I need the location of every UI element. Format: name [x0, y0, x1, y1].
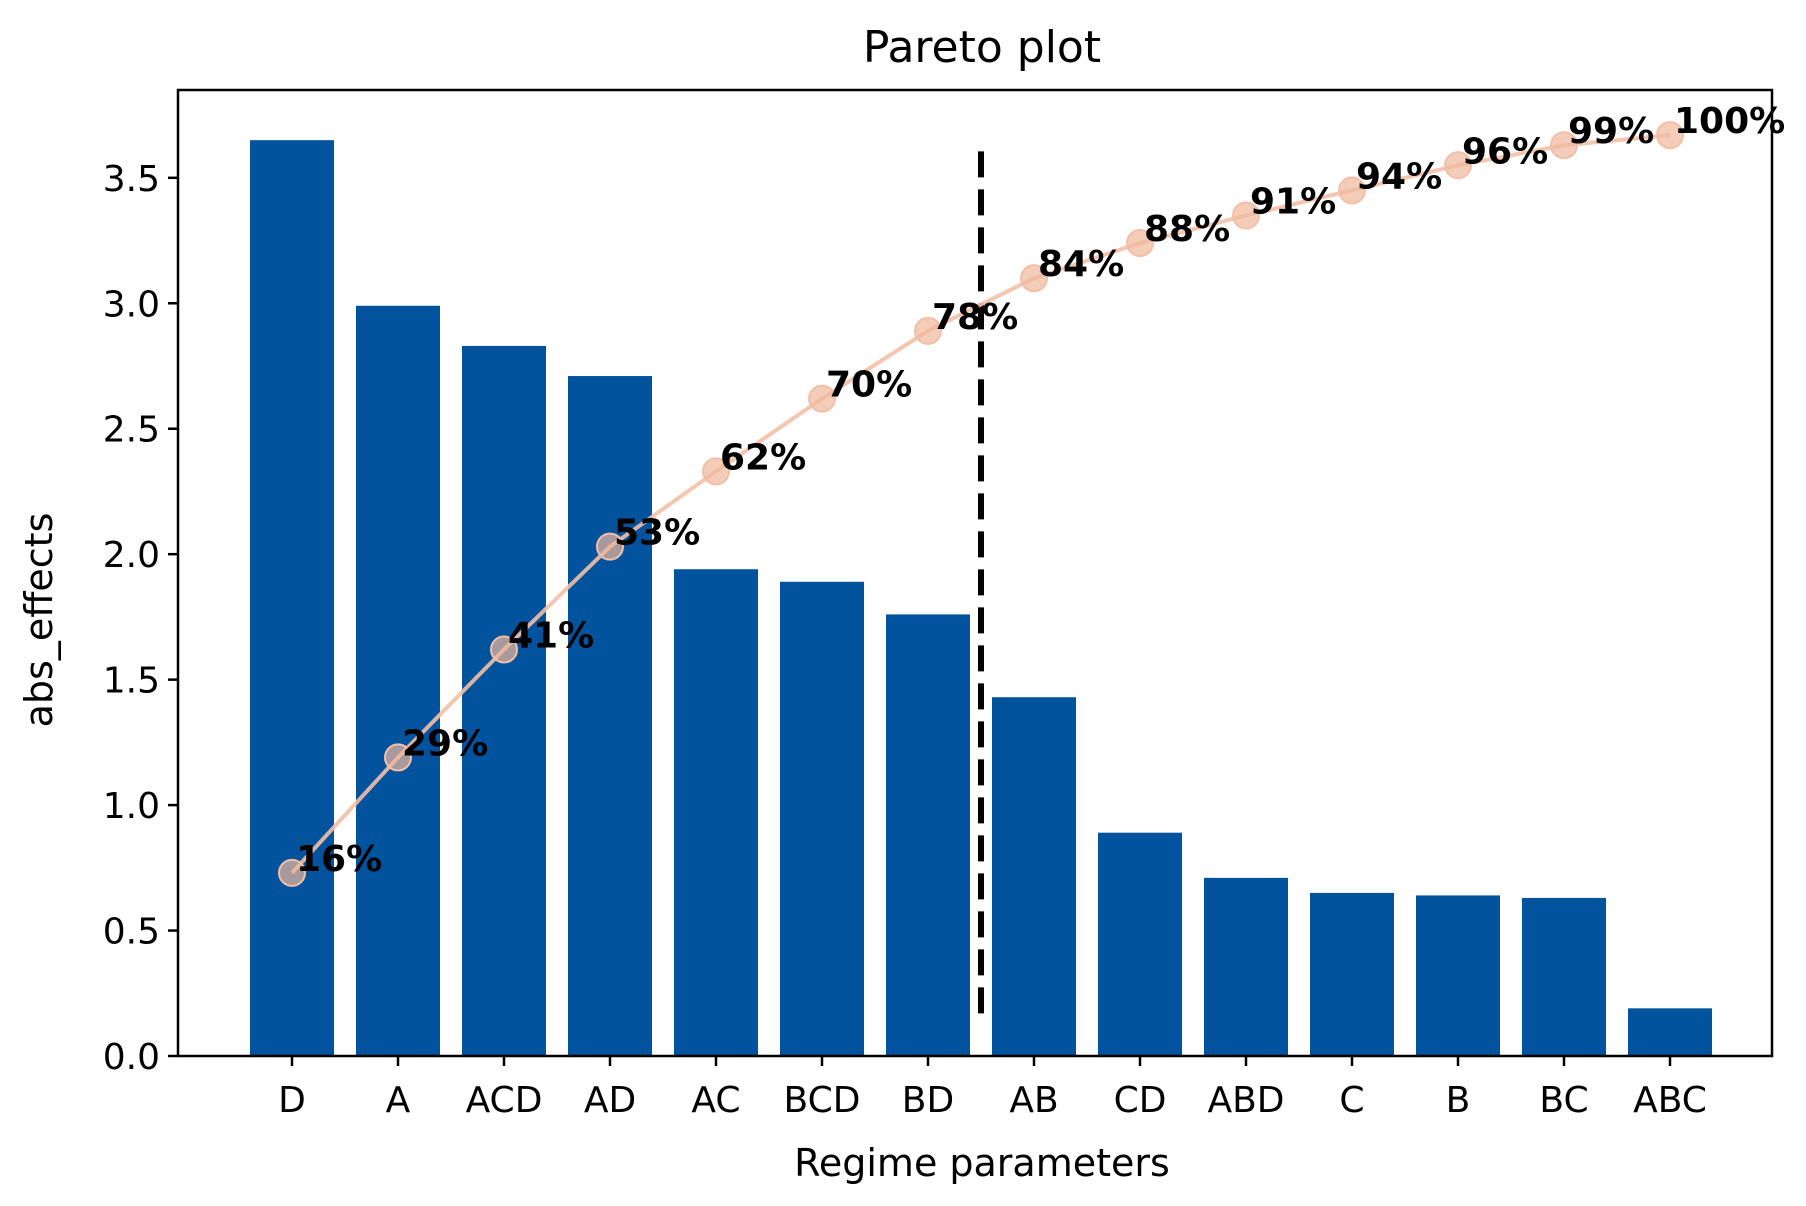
- cumulative-marker: [384, 743, 412, 772]
- cumulative-marker: [1126, 229, 1154, 258]
- cumulative-marker: [1232, 201, 1260, 230]
- x-tick-label: D: [278, 1080, 306, 1121]
- x-tick-label: AB: [1009, 1080, 1058, 1121]
- y-tick-label: 3.0: [103, 284, 160, 325]
- y-tick-label: 2.0: [103, 535, 160, 576]
- cumulative-marker: [1550, 131, 1578, 160]
- bar-c: [1310, 892, 1394, 1056]
- bar-a: [356, 305, 440, 1056]
- cumulative-label: 99%: [1568, 111, 1654, 152]
- y-tick-label: 1.0: [103, 786, 160, 827]
- cumulative-label: 78%: [932, 297, 1018, 338]
- x-axis-label: Regime parameters: [794, 1141, 1170, 1185]
- x-tick-label: ABC: [1633, 1080, 1707, 1121]
- cumulative-label: 53%: [614, 513, 700, 554]
- cumulative-marker: [1444, 151, 1472, 180]
- y-axis-label: abs_effects: [17, 513, 61, 728]
- bar-b: [1416, 895, 1500, 1056]
- cumulative-marker: [808, 384, 836, 413]
- bar-d: [250, 140, 334, 1056]
- bar-cd: [1098, 832, 1182, 1056]
- cumulative-label: 62%: [720, 437, 806, 478]
- cumulative-label: 100%: [1674, 101, 1785, 142]
- cumulative-label: 41%: [508, 616, 594, 657]
- cumulative-line-layer: 16% 29% 41% 53% 62% 70% 78% 84% 88% 91% 94% 96% 99% 1…: [278, 101, 1785, 887]
- x-tick-label: BD: [902, 1080, 954, 1121]
- bar-ac: [674, 569, 758, 1056]
- x-tick-label: BCD: [784, 1080, 861, 1121]
- x-tick-label: AC: [691, 1080, 740, 1121]
- y-tick-label: 0.5: [103, 912, 160, 953]
- cumulative-marker: [702, 457, 730, 486]
- axes-layer: 0.00.51.01.52.02.53.03.5D A ACD AD AC BCD BD AB…: [103, 88, 1774, 1121]
- cumulative-marker: [596, 532, 624, 561]
- x-tick-label: C: [1339, 1080, 1364, 1121]
- y-tick-label: 3.5: [103, 159, 160, 200]
- cumulative-label: 29%: [402, 723, 488, 764]
- cumulative-marker: [1020, 264, 1048, 293]
- cumulative-label: 96%: [1462, 131, 1548, 172]
- bar-abc: [1628, 1008, 1712, 1056]
- cumulative-marker: [490, 635, 518, 664]
- bar-ad: [568, 376, 652, 1056]
- cumulative-line: [290, 133, 1671, 875]
- x-tick-label: ABD: [1207, 1080, 1284, 1121]
- x-tick-label: ACD: [466, 1080, 543, 1121]
- x-tick-label: BC: [1539, 1080, 1588, 1121]
- cumulative-marker: [1338, 176, 1366, 205]
- cumulative-label: 70%: [826, 365, 912, 406]
- bar-acd: [462, 345, 546, 1057]
- cumulative-label: 16%: [296, 839, 382, 880]
- cumulative-label: 94%: [1356, 156, 1442, 197]
- x-tick-label: AD: [584, 1080, 636, 1121]
- x-tick-label: CD: [1114, 1080, 1167, 1121]
- cumulative-marker: [278, 858, 306, 887]
- y-tick-label: 1.5: [103, 661, 160, 702]
- y-tick-label: 0.0: [103, 1037, 160, 1078]
- bar-bcd: [780, 581, 864, 1056]
- cumulative-label: 91%: [1250, 181, 1336, 222]
- x-tick-label: A: [386, 1080, 411, 1121]
- bar-abd: [1204, 877, 1288, 1056]
- y-tick-label: 2.5: [103, 410, 160, 451]
- cumulative-label: 84%: [1038, 244, 1124, 285]
- bars-layer: [250, 140, 1712, 1057]
- plot-frame: [176, 88, 1774, 1058]
- cumulative-marker: [1656, 121, 1684, 150]
- x-tick-label: B: [1446, 1080, 1471, 1121]
- chart-title: Pareto plot: [863, 22, 1101, 73]
- cumulative-label: 88%: [1144, 209, 1230, 250]
- bar-bd: [886, 614, 970, 1056]
- bar-ab: [992, 697, 1076, 1056]
- bar-bc: [1522, 897, 1606, 1056]
- cumulative-marker: [914, 316, 942, 345]
